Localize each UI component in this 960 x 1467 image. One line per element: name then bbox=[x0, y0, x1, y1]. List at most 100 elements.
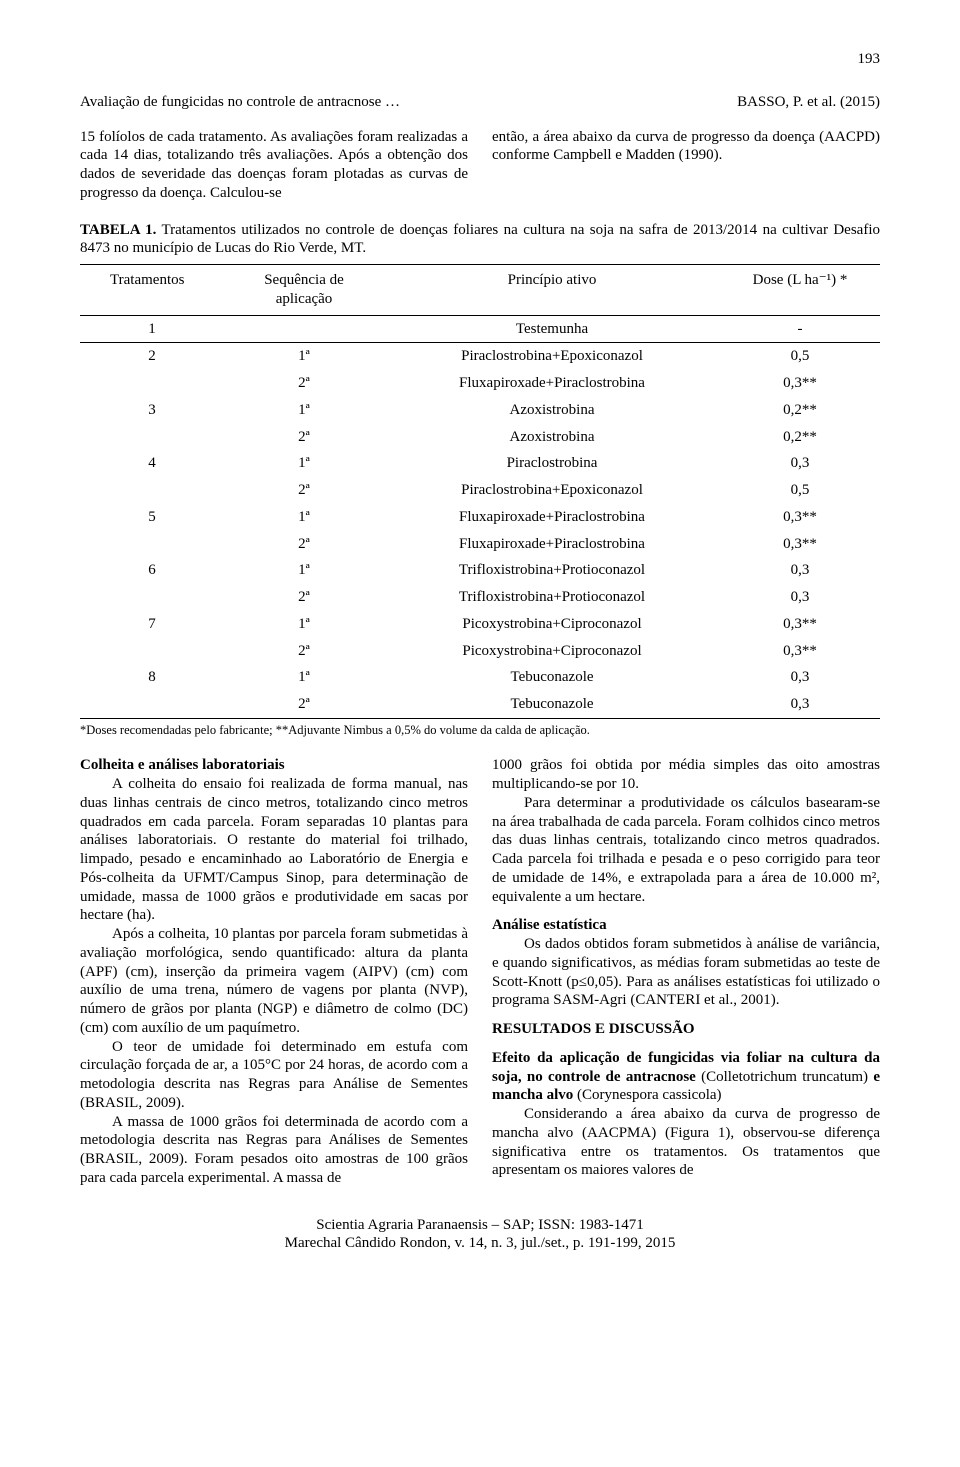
cell-sequencia: 2ª bbox=[224, 584, 384, 611]
cell-tratamento bbox=[80, 424, 224, 451]
cell-tratamento bbox=[80, 531, 224, 558]
cell-dose: 0,5 bbox=[720, 343, 880, 370]
table-row: 2ªPiraclostrobina+Epoxiconazol0,5 bbox=[80, 477, 880, 504]
cell-dose: 0,3 bbox=[720, 584, 880, 611]
cell-principio: Piraclostrobina bbox=[384, 450, 720, 477]
table-row: 2ªFluxapiroxade+Piraclostrobina0,3** bbox=[80, 370, 880, 397]
cell-sequencia: 1ª bbox=[224, 450, 384, 477]
cell-sequencia: 1ª bbox=[224, 397, 384, 424]
cell-principio: Trifloxistrobina+Protioconazol bbox=[384, 557, 720, 584]
running-head-left: Avaliação de fungicidas no controle de a… bbox=[80, 93, 400, 112]
table-row: 2ªAzoxistrobina0,2** bbox=[80, 424, 880, 451]
table-row: 51ªFluxapiroxade+Piraclostrobina0,3** bbox=[80, 504, 880, 531]
table-label: TABELA 1. bbox=[80, 222, 156, 238]
table-row: 61ªTrifloxistrobina+Protioconazol0,3 bbox=[80, 557, 880, 584]
treatments-table: Tratamentos Sequência de aplicação Princ… bbox=[80, 264, 880, 719]
page-number: 193 bbox=[80, 50, 880, 69]
table-footnote: *Doses recomendadas pelo fabricante; **A… bbox=[80, 723, 880, 739]
efeito-i1: (Colletotrichum truncatum) bbox=[701, 1069, 868, 1085]
cell-dose: 0,3** bbox=[720, 504, 880, 531]
cell-principio: Tebuconazole bbox=[384, 691, 720, 718]
cell-sequencia: 1ª bbox=[224, 504, 384, 531]
cell-principio: Testemunha bbox=[384, 315, 720, 343]
left-column-content: Colheita e análises laboratoriais A colh… bbox=[80, 756, 468, 1187]
footer-line-2: Marechal Cândido Rondon, v. 14, n. 3, ju… bbox=[80, 1234, 880, 1253]
table-row: 2ªTebuconazole0,3 bbox=[80, 691, 880, 718]
cell-dose: 0,3** bbox=[720, 611, 880, 638]
footer-line-1: Scientia Agraria Paranaensis – SAP; ISSN… bbox=[80, 1216, 880, 1235]
cell-dose: 0,3** bbox=[720, 531, 880, 558]
table-caption-text: Tratamentos utilizados no controle de do… bbox=[80, 222, 880, 257]
cell-tratamento bbox=[80, 584, 224, 611]
table-row: 41ªPiraclostrobina0,3 bbox=[80, 450, 880, 477]
cell-tratamento: 2 bbox=[80, 343, 224, 370]
cell-principio: Piraclostrobina+Epoxiconazol bbox=[384, 343, 720, 370]
table-row: 71ªPicoxystrobina+Ciproconazol0,3** bbox=[80, 611, 880, 638]
running-head-right: BASSO, P. et al. (2015) bbox=[737, 93, 880, 112]
heading-colheita: Colheita e análises laboratoriais bbox=[80, 756, 468, 775]
cell-dose: 0,5 bbox=[720, 477, 880, 504]
cell-dose: 0,2** bbox=[720, 424, 880, 451]
table-row: 2ªFluxapiroxade+Piraclostrobina0,3** bbox=[80, 531, 880, 558]
cell-sequencia: 2ª bbox=[224, 370, 384, 397]
running-head: Avaliação de fungicidas no controle de a… bbox=[80, 93, 880, 112]
cell-dose: 0,3 bbox=[720, 664, 880, 691]
efeito-p1: Considerando a área abaixo da curva de p… bbox=[492, 1105, 880, 1180]
cell-tratamento bbox=[80, 477, 224, 504]
cell-sequencia: 1ª bbox=[224, 557, 384, 584]
table-row: 31ªAzoxistrobina0,2** bbox=[80, 397, 880, 424]
cell-tratamento: 7 bbox=[80, 611, 224, 638]
efeito-i2: (Corynespora cassicola) bbox=[577, 1087, 722, 1103]
colheita-p3: O teor de umidade foi determinado em est… bbox=[80, 1038, 468, 1113]
cell-dose: 0,3 bbox=[720, 450, 880, 477]
cell-principio: Fluxapiroxade+Piraclostrobina bbox=[384, 370, 720, 397]
th-tratamentos: Tratamentos bbox=[80, 265, 224, 316]
cell-tratamento bbox=[80, 638, 224, 665]
cell-dose: 0,3** bbox=[720, 370, 880, 397]
cell-tratamento: 8 bbox=[80, 664, 224, 691]
cell-principio: Azoxistrobina bbox=[384, 397, 720, 424]
body-columns: Colheita e análises laboratoriais A colh… bbox=[80, 756, 880, 1187]
cell-tratamento: 1 bbox=[80, 315, 224, 343]
table-header-row: Tratamentos Sequência de aplicação Princ… bbox=[80, 265, 880, 316]
th-sequencia: Sequência de aplicação bbox=[224, 265, 384, 316]
intro-text-right: então, a área abaixo da curva de progres… bbox=[492, 128, 880, 166]
table-row: 2ªPicoxystrobina+Ciproconazol0,3** bbox=[80, 638, 880, 665]
th-seq-l1: Sequência de bbox=[264, 272, 344, 288]
cell-sequencia: 2ª bbox=[224, 424, 384, 451]
colheita-p4: A massa de 1000 grãos foi determinada de… bbox=[80, 1113, 468, 1188]
cell-principio: Fluxapiroxade+Piraclostrobina bbox=[384, 504, 720, 531]
analise-p1: Os dados obtidos foram submetidos à anál… bbox=[492, 935, 880, 1010]
cell-tratamento: 5 bbox=[80, 504, 224, 531]
cell-sequencia bbox=[224, 315, 384, 343]
cell-sequencia: 2ª bbox=[224, 638, 384, 665]
cell-sequencia: 2ª bbox=[224, 691, 384, 718]
page-footer: Scientia Agraria Paranaensis – SAP; ISSN… bbox=[80, 1216, 880, 1254]
cell-tratamento: 4 bbox=[80, 450, 224, 477]
cell-sequencia: 1ª bbox=[224, 611, 384, 638]
cell-principio: Piraclostrobina+Epoxiconazol bbox=[384, 477, 720, 504]
cell-principio: Trifloxistrobina+Protioconazol bbox=[384, 584, 720, 611]
colheita-p1: A colheita do ensaio foi realizada de fo… bbox=[80, 775, 468, 925]
col2-p1: 1000 grãos foi obtida por média simples … bbox=[492, 756, 880, 794]
cell-sequencia: 2ª bbox=[224, 477, 384, 504]
col2-p2: Para determinar a produtividade os cálcu… bbox=[492, 794, 880, 907]
th-seq-l2: aplicação bbox=[276, 291, 333, 307]
cell-dose: - bbox=[720, 315, 880, 343]
cell-sequencia: 1ª bbox=[224, 664, 384, 691]
cell-dose: 0,3 bbox=[720, 691, 880, 718]
th-dose: Dose (L ha⁻¹) * bbox=[720, 265, 880, 316]
cell-tratamento: 3 bbox=[80, 397, 224, 424]
right-column-content: 1000 grãos foi obtida por média simples … bbox=[492, 756, 880, 1180]
table-row: 2ªTrifloxistrobina+Protioconazol0,3 bbox=[80, 584, 880, 611]
table-row: 21ªPiraclostrobina+Epoxiconazol0,5 bbox=[80, 343, 880, 370]
cell-principio: Fluxapiroxade+Piraclostrobina bbox=[384, 531, 720, 558]
cell-principio: Picoxystrobina+Ciproconazol bbox=[384, 638, 720, 665]
cell-sequencia: 1ª bbox=[224, 343, 384, 370]
cell-tratamento bbox=[80, 691, 224, 718]
colheita-p2: Após a colheita, 10 plantas por parcela … bbox=[80, 925, 468, 1038]
cell-tratamento: 6 bbox=[80, 557, 224, 584]
cell-principio: Azoxistrobina bbox=[384, 424, 720, 451]
intro-text-left: 15 folíolos de cada tratamento. As avali… bbox=[80, 128, 468, 203]
cell-principio: Tebuconazole bbox=[384, 664, 720, 691]
